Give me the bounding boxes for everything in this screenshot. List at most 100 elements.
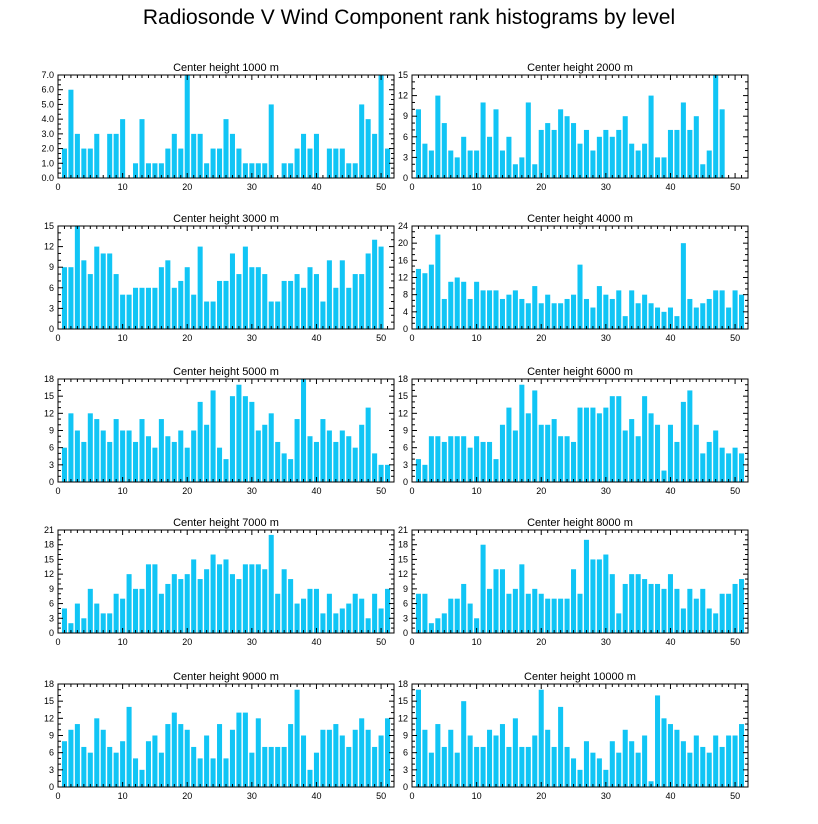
bar (242, 163, 248, 178)
bar (732, 447, 738, 482)
bar (655, 695, 661, 787)
x-tick-label: 20 (182, 182, 192, 192)
bar (372, 593, 378, 633)
y-tick-label: 9 (49, 731, 54, 741)
bar (204, 163, 210, 178)
bar (171, 133, 177, 178)
bar (590, 407, 596, 482)
bar (365, 729, 371, 787)
bar (680, 741, 686, 787)
bar (564, 746, 570, 787)
x-tick-label: 20 (182, 637, 192, 647)
bar (635, 303, 641, 329)
bar (739, 453, 745, 482)
bar (307, 588, 313, 633)
x-tick-label: 10 (472, 182, 482, 192)
bar (197, 401, 203, 482)
x-tick-label: 20 (182, 486, 192, 496)
y-tick-label: 12 (398, 569, 408, 579)
bar (74, 603, 80, 633)
bar (365, 618, 371, 633)
bar (467, 298, 473, 329)
bar (236, 148, 242, 178)
bar (229, 729, 235, 787)
bar (378, 608, 384, 633)
bar (596, 136, 602, 178)
bar (435, 724, 441, 787)
x-tick-label: 50 (730, 182, 740, 192)
bar (667, 724, 673, 787)
bar (551, 303, 557, 329)
bar (493, 459, 499, 482)
bar (616, 396, 622, 482)
bar (217, 564, 223, 633)
bar (480, 441, 486, 482)
bar (428, 436, 434, 482)
bar (519, 298, 525, 329)
bar (365, 253, 371, 329)
bar (499, 569, 505, 633)
bar (532, 286, 538, 329)
bar (415, 459, 421, 482)
bar (428, 150, 434, 178)
bar (352, 593, 358, 633)
x-tick-label: 50 (730, 791, 740, 801)
bar (74, 133, 80, 178)
bar (571, 294, 577, 329)
bar (113, 593, 119, 633)
bar (294, 603, 300, 633)
bar (629, 143, 635, 178)
y-tick-label: 0 (403, 324, 408, 334)
bar (275, 301, 281, 329)
bar (732, 290, 738, 330)
bar (441, 441, 447, 482)
bar (558, 598, 564, 633)
bar (506, 407, 512, 482)
bar (648, 583, 654, 633)
bar (499, 724, 505, 787)
bar (262, 274, 268, 329)
bar (126, 294, 132, 329)
bar (713, 430, 719, 482)
bar (339, 148, 345, 178)
bar (107, 441, 113, 482)
bar (467, 447, 473, 482)
bar (506, 294, 512, 329)
bar (532, 390, 538, 482)
y-tick-label: 20 (398, 238, 408, 248)
bar (616, 129, 622, 178)
bar (461, 136, 467, 178)
bar (281, 280, 287, 329)
bar (732, 735, 738, 787)
bar (726, 453, 732, 482)
y-tick-label: 0 (403, 173, 408, 183)
bar (107, 253, 113, 329)
bar (603, 129, 609, 178)
y-tick-label: 18 (398, 540, 408, 550)
bar (441, 123, 447, 178)
bar (590, 752, 596, 787)
bar (706, 441, 712, 482)
y-tick-label: 0 (49, 477, 54, 487)
bar (359, 274, 365, 329)
bar (197, 246, 203, 329)
bar (435, 234, 441, 329)
bar (415, 689, 421, 787)
panel-title: Center height 2000 m (527, 62, 633, 74)
bar (525, 102, 531, 178)
bar (372, 133, 378, 178)
bar (333, 148, 339, 178)
bar (242, 396, 248, 482)
bar (223, 280, 229, 329)
x-tick-label: 50 (730, 637, 740, 647)
bar (564, 436, 570, 482)
bar (635, 574, 641, 633)
bar (61, 447, 67, 482)
bar (525, 746, 531, 787)
bar (538, 424, 544, 482)
bar (551, 598, 557, 633)
bar (262, 163, 268, 178)
bar (301, 379, 307, 482)
y-tick-label: 15 (44, 696, 54, 706)
bar (448, 150, 454, 178)
